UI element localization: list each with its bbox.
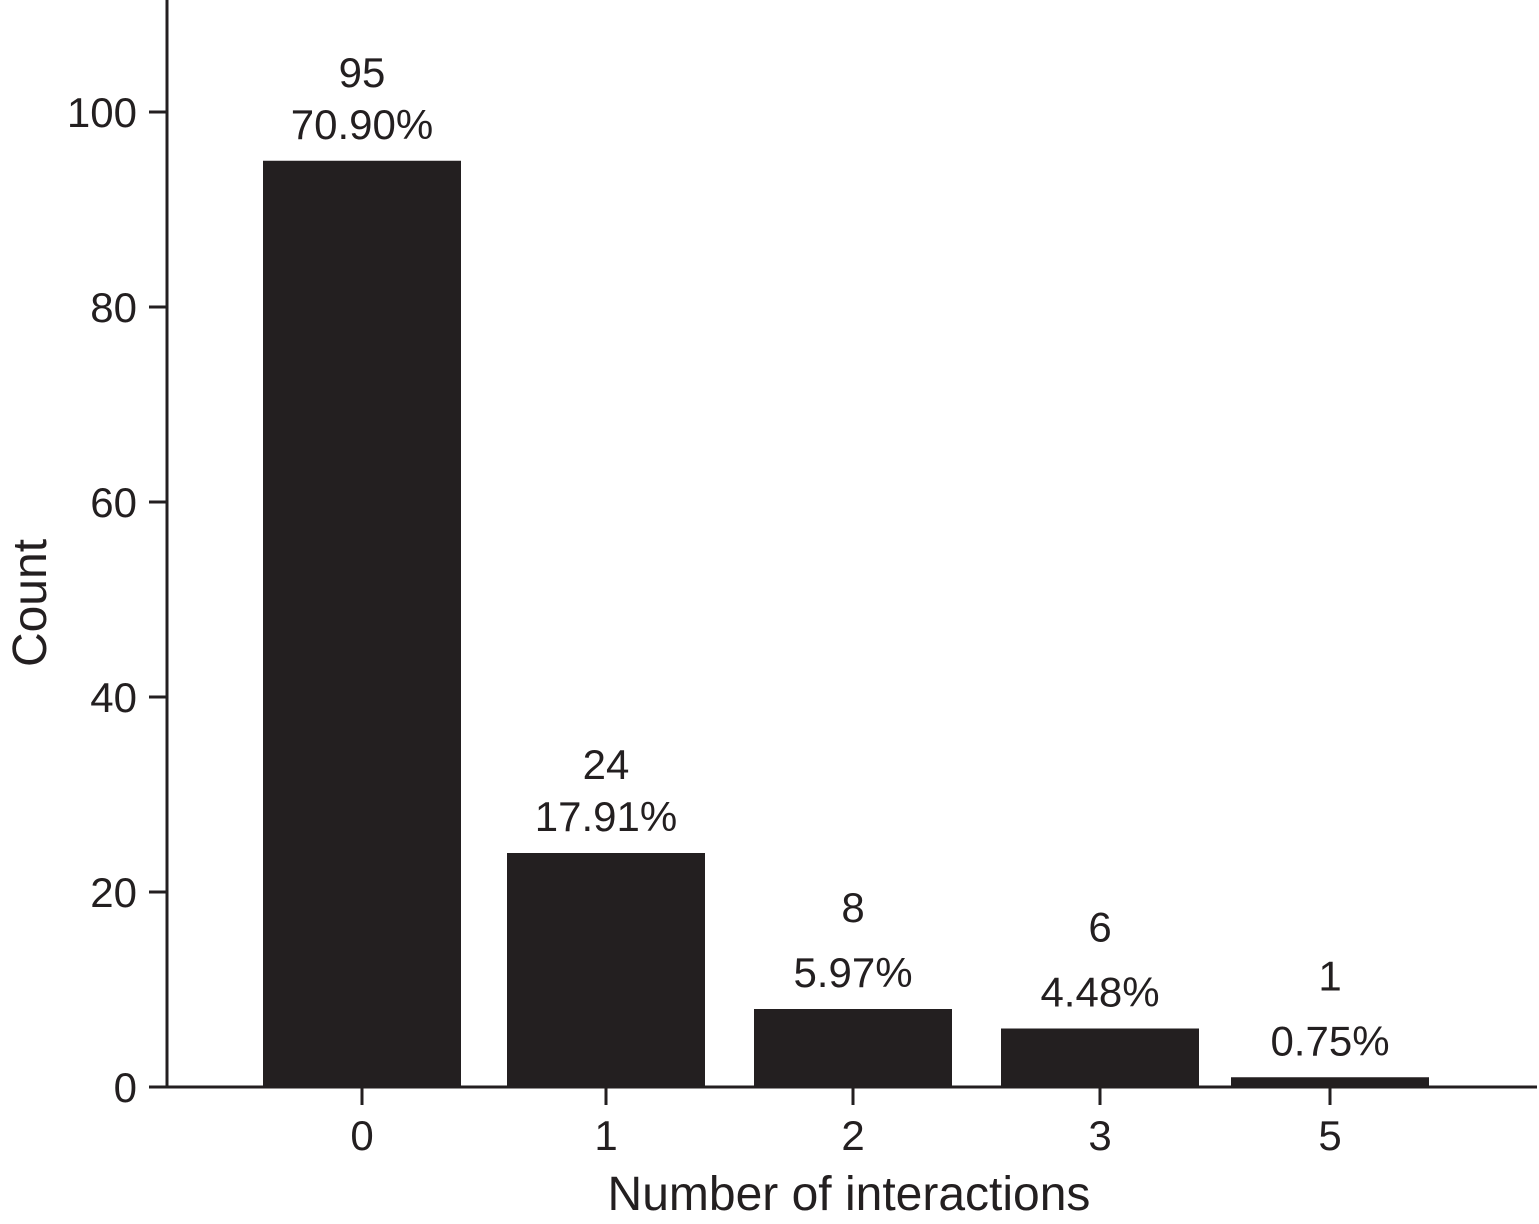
- x-axis-title: Number of interactions: [608, 1168, 1091, 1221]
- y-tick-label: 60: [90, 479, 137, 526]
- data-labels-group: 95 70.90% 24 17.91% 8 5.97% 6 4.48% 1 0.75%: [291, 49, 1390, 1065]
- bar-1: [507, 853, 705, 1087]
- data-label-count: 8: [841, 884, 864, 931]
- data-label-count: 95: [339, 49, 386, 96]
- x-tick-label: 3: [1088, 1112, 1111, 1159]
- data-label-count: 6: [1088, 904, 1111, 951]
- bars-group: [263, 160, 1429, 1087]
- y-tick-label: 20: [90, 869, 137, 916]
- bar-2: [754, 1009, 952, 1087]
- data-label-percent: 0.75%: [1270, 1017, 1389, 1064]
- bar-0: [263, 160, 461, 1087]
- data-label-percent: 70.90%: [291, 101, 433, 148]
- x-tick-label: 1: [594, 1112, 617, 1159]
- data-label-percent: 4.48%: [1040, 969, 1159, 1016]
- data-label-percent: 17.91%: [535, 793, 677, 840]
- data-label-percent: 5.97%: [793, 949, 912, 996]
- x-tick-label: 5: [1318, 1112, 1341, 1159]
- x-axis: 0 1 2 3 5: [150, 1085, 1537, 1159]
- y-tick-label: 0: [114, 1064, 137, 1111]
- y-axis-title: Count: [4, 539, 57, 667]
- data-label-count: 24: [583, 741, 630, 788]
- y-axis: 0 20 40 60 80 100: [67, 0, 169, 1111]
- x-tick-label: 0: [350, 1112, 373, 1159]
- y-tick-label: 100: [67, 89, 137, 136]
- bar-5: [1231, 1077, 1429, 1087]
- x-tick-label: 2: [841, 1112, 864, 1159]
- bar-3: [1001, 1028, 1199, 1087]
- data-label-count: 1: [1318, 952, 1341, 999]
- y-tick-label: 40: [90, 674, 137, 721]
- y-tick-label: 80: [90, 284, 137, 331]
